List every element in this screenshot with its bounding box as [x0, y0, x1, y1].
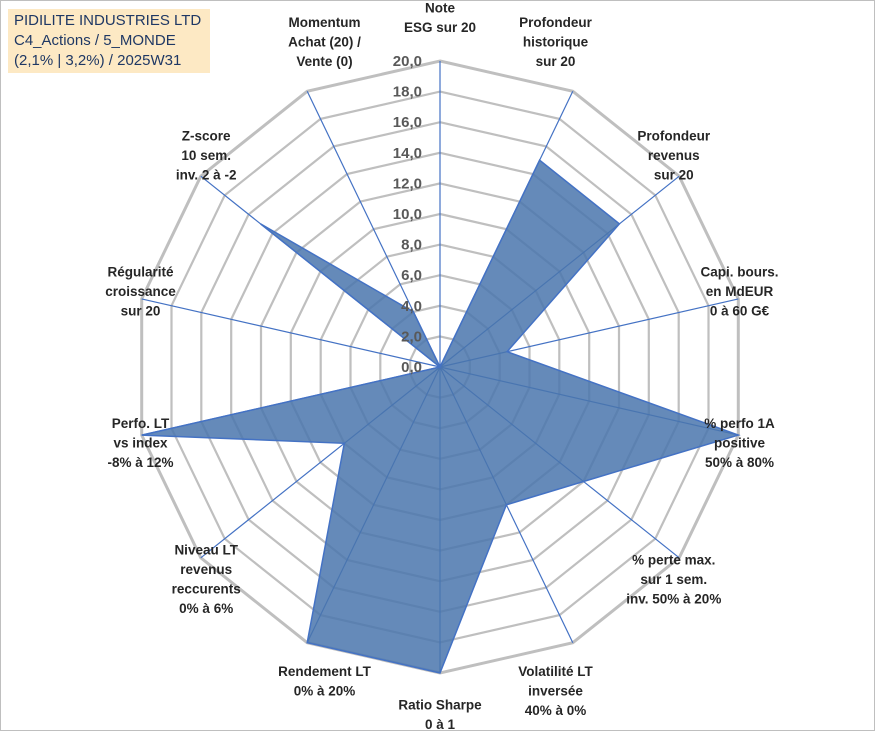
axis-label-line: Profondeur — [637, 128, 710, 143]
axis-label-line: inv. 50% à 20% — [626, 591, 721, 606]
axis-label-line: reccurents — [172, 582, 241, 597]
tick-label: 10,0 — [393, 206, 422, 223]
title-company: PIDILITE INDUSTRIES LTD — [14, 12, 202, 29]
axis-label-line: 0 à 60 G€ — [710, 304, 770, 319]
axis-label-line: sur 20 — [654, 167, 694, 182]
axis-label: Volatilité LT inversée 40% à 0% — [518, 664, 593, 718]
axis-label-line: 40% à 0% — [525, 703, 587, 718]
axis-label-line: revenus — [180, 562, 232, 577]
axis-label-line: % perfo 1A — [704, 416, 775, 431]
tick-label: 16,0 — [393, 114, 422, 131]
axis-label: Capi. bours. en MdEUR 0 à 60 G€ — [700, 265, 778, 319]
tick-label: 6,0 — [401, 267, 422, 284]
tick-label: 2,0 — [401, 328, 422, 345]
axis-label-line: vs index — [113, 436, 168, 451]
axis-label-line: historique — [523, 34, 589, 49]
tick-label: 0,0 — [401, 359, 422, 376]
axis-label-line: revenus — [648, 148, 700, 163]
axis-label-line: 0% à 20% — [294, 684, 356, 699]
axis-label-line: Volatilité LT — [518, 664, 593, 679]
axis-label-line: Perfo. LT — [112, 416, 170, 431]
axis-labels: Note ESG sur 20 Profondeur historique sur 20… — [105, 1, 778, 731]
axis-label-line: 10 sem. — [181, 148, 231, 163]
axis-label-line: sur 1 sem. — [640, 572, 707, 587]
radial-tick-labels: 0,0 2,0 4,0 6,0 8,0 10,0 12,0 14,0 16,0 18,0 20,0 — [393, 53, 422, 376]
axis-spoke — [141, 298, 441, 368]
axis-label-line: positive — [714, 436, 766, 451]
tick-label: 8,0 — [401, 237, 422, 254]
axis-label-line: Niveau LT — [174, 543, 238, 558]
axis-label-line: sur 20 — [121, 304, 161, 319]
axis-label: Ratio Sharpe 0 à 1 — [398, 698, 482, 731]
tick-label: 14,0 — [393, 145, 422, 162]
tick-label: 4,0 — [401, 298, 422, 315]
axis-label-line: Vente (0) — [296, 54, 352, 69]
axis-label: % perfo 1A positive 50% à 80% — [704, 416, 775, 470]
tick-label: 12,0 — [393, 175, 422, 192]
axis-label: Z-score 10 sem. inv. 2 à -2 — [176, 128, 237, 182]
axis-label-line: ESG sur 20 — [404, 20, 476, 35]
axis-label-line: Rendement LT — [278, 664, 372, 679]
title-category: C4_Actions / 5_MONDE — [14, 32, 176, 49]
title-period: (2,1% | 3,2%) / 2025W31 — [14, 52, 182, 69]
axis-label: Rendement LT 0% à 20% — [278, 664, 372, 699]
axis-label-line: Régularité — [107, 265, 174, 280]
axis-label-line: 0% à 6% — [179, 601, 233, 616]
axis-label-line: 0 à 1 — [425, 717, 456, 731]
axis-label-line: Momentum — [289, 15, 361, 30]
axis-label-line: sur 20 — [536, 54, 576, 69]
axis-label-line: % perte max. — [632, 552, 715, 567]
data-series-polygon — [141, 159, 741, 674]
axis-label: % perte max. sur 1 sem. inv. 50% à 20% — [626, 552, 721, 606]
axis-label-line: Ratio Sharpe — [398, 698, 482, 713]
axis-label: Profondeur revenus sur 20 — [637, 128, 710, 182]
axis-label-line: 50% à 80% — [705, 455, 774, 470]
axis-label-line: Profondeur — [519, 15, 592, 30]
axis-label-line: croissance — [105, 284, 176, 299]
axis-label-line: en MdEUR — [706, 284, 774, 299]
axis-label-line: Capi. bours. — [700, 265, 778, 280]
axis-label-line: Note — [425, 1, 455, 16]
axis-label: Momentum Achat (20) / Vente (0) — [288, 15, 361, 69]
axis-label: Niveau LT revenus reccurents 0% à 6% — [172, 543, 241, 617]
axis-label: Note ESG sur 20 — [404, 1, 476, 36]
axis-label-line: Z-score — [182, 128, 231, 143]
axis-label-line: inversée — [528, 684, 583, 699]
tick-label: 18,0 — [393, 84, 422, 101]
axis-label: Profondeur historique sur 20 — [519, 15, 592, 69]
axis-label-line: Achat (20) / — [288, 34, 361, 49]
tick-label: 20,0 — [393, 53, 422, 70]
axis-label-line: inv. 2 à -2 — [176, 167, 237, 182]
axis-label: Régularité croissance sur 20 — [105, 265, 176, 319]
axis-label-line: -8% à 12% — [107, 455, 173, 470]
chart-title-box: PIDILITE INDUSTRIES LTD C4_Actions / 5_M… — [8, 9, 210, 73]
axis-label: Perfo. LT vs index -8% à 12% — [107, 416, 173, 470]
